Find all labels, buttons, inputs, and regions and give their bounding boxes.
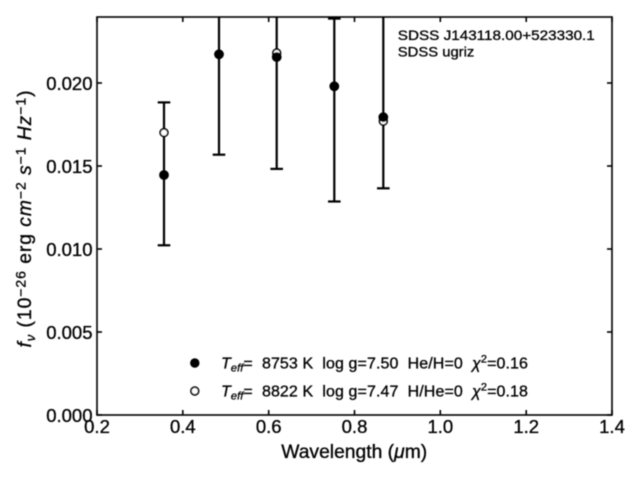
svg-text:Teff= 8753 K log g=7.50 He/: Teff= 8753 K log g=7.50 He/H=0 χ2=0.16 bbox=[221, 353, 528, 374]
svg-text:0.2: 0.2 bbox=[84, 416, 110, 437]
svg-text:1.4: 1.4 bbox=[599, 416, 625, 437]
svg-text:SDSS ugriz: SDSS ugriz bbox=[398, 44, 475, 60]
svg-text:0.000: 0.000 bbox=[46, 405, 92, 426]
svg-text:0.6: 0.6 bbox=[256, 416, 282, 437]
svg-text:0.020: 0.020 bbox=[46, 73, 92, 94]
svg-text:Wavelength (μm): Wavelength (μm) bbox=[281, 442, 427, 463]
svg-text:SDSS J143118.00+523330.1: SDSS J143118.00+523330.1 bbox=[398, 28, 595, 44]
svg-text:0.005: 0.005 bbox=[46, 322, 92, 343]
svg-text:Teff= 8822 K log g=7.47 H/H: Teff= 8822 K log g=7.47 H/He=0 χ2=0.18 bbox=[221, 382, 528, 403]
svg-text:0.8: 0.8 bbox=[342, 416, 368, 437]
svg-text:0.010: 0.010 bbox=[46, 239, 92, 260]
svg-text:1.0: 1.0 bbox=[427, 416, 453, 437]
svg-text:0.4: 0.4 bbox=[170, 416, 196, 437]
svg-text:0.015: 0.015 bbox=[46, 156, 92, 177]
svg-text:1.2: 1.2 bbox=[513, 416, 539, 437]
svg-text:fν (10−26 erg cm−2 s−1 Hz−1): fν (10−26 erg cm−2 s−1 Hz−1) bbox=[13, 89, 39, 347]
